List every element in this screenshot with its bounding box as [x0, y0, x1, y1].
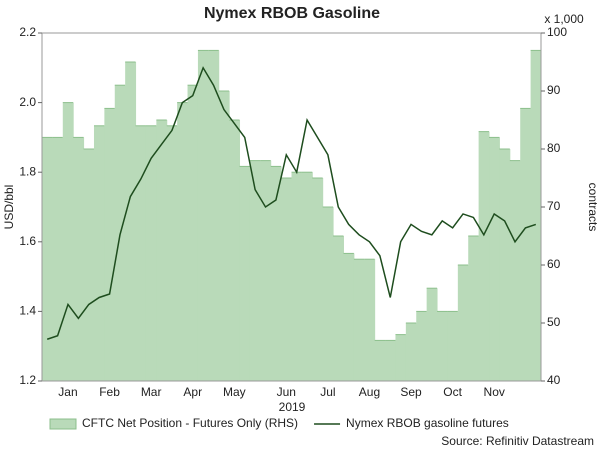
x-tick-label: Nov	[484, 385, 505, 399]
area-bar	[312, 178, 324, 381]
area-bar	[509, 160, 521, 381]
y-tick-label: 1.4	[19, 304, 36, 318]
x-tick-label: Sep	[400, 385, 422, 399]
area-bar	[478, 131, 490, 381]
y-tick-label: 1.6	[19, 234, 36, 248]
y-tick-label: 1.2	[19, 373, 36, 387]
area-bar	[291, 172, 303, 381]
area-bar	[374, 340, 386, 381]
area-bar	[42, 137, 53, 381]
area-bar	[343, 253, 355, 381]
x-tick-label: Feb	[99, 385, 120, 399]
area-bar	[208, 50, 220, 382]
area-bar	[145, 125, 157, 381]
area-bar	[73, 137, 85, 381]
area-bar	[353, 259, 365, 381]
area-bar	[281, 178, 292, 381]
area-bar	[249, 160, 261, 381]
y-tick-label: 1.8	[19, 164, 36, 178]
y2-tick-label: 90	[547, 83, 561, 97]
x-tick-label: Mar	[141, 385, 162, 399]
area-bar	[437, 311, 448, 381]
y2-tick-label: 80	[547, 141, 561, 155]
area-bar	[395, 334, 407, 381]
area-bar	[93, 125, 105, 381]
y-tick-label: 2.2	[19, 25, 36, 39]
area-bar	[530, 50, 542, 382]
legend-label: CFTC Net Position - Futures Only (RHS)	[82, 416, 298, 430]
y-axis-label: USD/bbl	[2, 185, 16, 230]
legend-label: Nymex RBOB gasoline futures	[346, 416, 509, 430]
x-tick-label: Jan	[58, 385, 77, 399]
y2-unit: x 1,000	[544, 12, 584, 26]
area-bar	[416, 311, 428, 381]
area-bar	[426, 288, 438, 381]
source: Source: Refinitiv Datastream	[441, 434, 594, 448]
area-bar	[447, 311, 459, 381]
area-bar	[405, 323, 417, 381]
y-tick-label: 2.0	[19, 95, 36, 109]
area-bar	[166, 125, 178, 381]
area-bar	[229, 120, 241, 381]
area-bar	[489, 137, 500, 381]
area-bar	[333, 236, 344, 381]
area-bar	[239, 166, 251, 381]
x-tick-label: Apr	[183, 385, 202, 399]
line-series	[46, 66, 537, 340]
area-bar	[385, 340, 396, 381]
y2-tick-label: 50	[547, 315, 561, 329]
area-bar	[301, 172, 313, 381]
area-bar	[104, 108, 116, 382]
y2-tick-label: 100	[547, 25, 567, 39]
area-bar	[177, 102, 189, 381]
x-tick-label: Oct	[443, 385, 462, 399]
x-tick-label: May	[223, 385, 246, 399]
x-tick-label: Jun	[277, 385, 296, 399]
area-bar	[364, 259, 376, 381]
y2-tick-label: 70	[547, 199, 561, 213]
chart-title: Nymex RBOB Gasoline	[204, 5, 380, 22]
area-bar	[83, 149, 95, 381]
area-bar	[520, 108, 532, 382]
x-tick-label: Jul	[320, 385, 335, 399]
area-bar	[52, 137, 64, 381]
legend-swatch	[49, 418, 77, 430]
area-bar	[499, 149, 511, 381]
x-axis-label: 2019	[279, 400, 306, 414]
y2-axis-label: contracts	[586, 183, 600, 232]
area-bar	[270, 166, 282, 381]
x-tick-label: Aug	[359, 385, 380, 399]
area-bar	[218, 91, 230, 381]
area-bar	[322, 207, 334, 381]
y2-tick-label: 60	[547, 257, 561, 271]
area-bar	[125, 62, 137, 381]
area-bar	[187, 85, 199, 381]
area-bar	[135, 125, 147, 381]
area-bar	[457, 265, 469, 381]
y2-tick-label: 40	[547, 373, 561, 387]
area-bar	[468, 236, 480, 381]
area-bar	[156, 120, 168, 381]
area-bar	[62, 102, 74, 381]
area-bar	[260, 160, 272, 381]
area-bar	[197, 50, 209, 382]
